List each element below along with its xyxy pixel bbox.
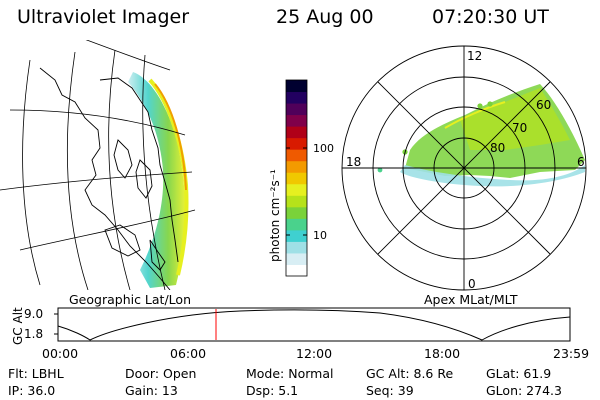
mlat-label-80: 80 (490, 141, 505, 155)
time-tick-0000: 00:00 (42, 346, 79, 361)
time-tick-1200: 12:00 (296, 346, 333, 361)
colorbar-cell (286, 103, 307, 116)
colorbar-cell (286, 149, 307, 162)
colorbar-cell (286, 195, 307, 208)
status-seq: Seq: 39 (366, 383, 414, 398)
colorbar-cell (286, 252, 307, 265)
colorbar-tick-100: 100 (313, 142, 334, 155)
colorbar-cell (286, 183, 307, 196)
image-date: 25 Aug 00 (276, 6, 374, 28)
coastlines (39, 67, 179, 290)
status-glon: GLon: 274.3 (486, 383, 562, 398)
status-mode: Mode: Normal (246, 366, 334, 381)
mlt-label-6: 6 (577, 155, 585, 169)
colorbar-cell (286, 160, 307, 173)
polar-map-label: Apex MLat/MLT (424, 292, 518, 307)
time-tick-0600: 06:00 (170, 346, 207, 361)
colorbar-cell (286, 264, 307, 277)
mlat-label-70: 70 (512, 121, 527, 135)
status-ip: IP: 36.0 (8, 383, 56, 398)
status-glat: GLat: 61.9 (486, 366, 552, 381)
colorbar-cell (286, 114, 307, 127)
aurora-emission-geo (128, 72, 186, 288)
status-door: Door: Open (125, 366, 197, 381)
colorbar-unit-label: photon cm⁻²s⁻¹ (268, 169, 282, 262)
geographic-map (0, 40, 196, 290)
image-title: Ultraviolet Imager (17, 6, 190, 28)
colorbar-tick-10: 10 (313, 229, 327, 242)
time-tick-1800: 18:00 (424, 346, 461, 361)
altitude-ylabel: GC Alt (11, 307, 25, 345)
altitude-strip: GC Alt 9.0 1.8 (11, 307, 571, 345)
mlat-label-60: 60 (536, 98, 551, 112)
colorbar: 100 10 photon cm⁻²s⁻¹ (268, 79, 334, 277)
status-dsp: Dsp: 5.1 (246, 383, 299, 398)
colorbar-cell (286, 172, 307, 185)
colorbar-cell (286, 206, 307, 219)
colorbar-cell (286, 137, 307, 150)
status-filter: Flt: LBHL (8, 366, 64, 381)
colorbar-cell (286, 218, 307, 231)
time-tick-2359: 23:59 (553, 346, 590, 361)
geo-map-label: Geographic Lat/Lon (69, 292, 191, 307)
mlt-label-18: 18 (346, 155, 361, 169)
altitude-tick-9: 9.0 (24, 307, 43, 321)
aurora-emission-polar (377, 84, 585, 187)
latitude-lines (0, 40, 196, 251)
altitude-tick-1-8: 1.8 (24, 327, 43, 341)
colorbar-cell (286, 80, 307, 93)
altitude-curve (57, 309, 571, 341)
polar-plot: 12 18 6 0 60 70 80 (341, 45, 587, 291)
status-gain: Gain: 13 (125, 383, 178, 398)
status-gc-alt: GC Alt: 8.6 Re (366, 366, 454, 381)
colorbar-cell (286, 229, 307, 242)
mlt-label-12: 12 (467, 49, 482, 63)
mlt-label-0: 0 (468, 277, 476, 291)
colorbar-cell (286, 91, 307, 104)
colorbar-cell (286, 241, 307, 254)
longitude-lines (22, 49, 166, 290)
colorbar-cell (286, 126, 307, 139)
image-time: 07:20:30 UT (432, 6, 549, 28)
